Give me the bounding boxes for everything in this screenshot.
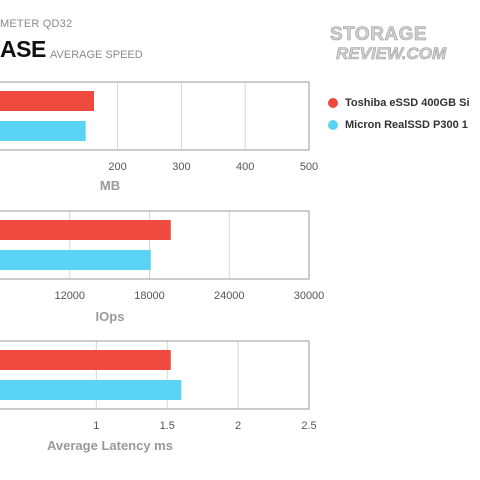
chart-metric-label: AVERAGE SPEED: [50, 49, 143, 61]
bar-2-micron: [0, 250, 151, 270]
tick-label-3: 1.5: [160, 420, 175, 432]
tick-label-2: 12000: [54, 290, 85, 302]
legend-swatch-toshiba: [328, 98, 338, 108]
tick-label-2: 30000: [294, 290, 325, 302]
chart-subtitle: METER QD32: [0, 18, 73, 30]
bar-1-toshiba: [0, 91, 94, 111]
axis-label-3: Average Latency ms: [47, 438, 173, 453]
tick-label-2: 24000: [214, 290, 245, 302]
legend-swatch-micron: [328, 120, 338, 130]
logo-line-1: STORAGE: [330, 24, 427, 45]
tick-label-1: 400: [236, 161, 254, 173]
axis-label-2: IOps: [96, 309, 125, 324]
logo-line-2: REVIEW.COM: [336, 44, 447, 63]
tick-label-1: 300: [172, 161, 190, 173]
bar-3-micron: [0, 380, 182, 400]
bar-3-toshiba: [0, 350, 171, 370]
legend-label-toshiba: Toshiba eSSD 400GB Si: [345, 97, 470, 109]
tick-label-3: 1: [93, 420, 99, 432]
bar-2-toshiba: [0, 220, 171, 240]
storage-review-logo: STORAGE REVIEW.COM: [330, 24, 447, 64]
plot-frame-3: [0, 340, 310, 410]
plot-frame-2: [0, 210, 310, 280]
axis-label-1: MB: [100, 178, 120, 193]
tick-label-1: 500: [300, 161, 318, 173]
bar-1-micron: [0, 121, 86, 141]
tick-label-3: 2.5: [301, 420, 316, 432]
chart-title: ASE: [0, 36, 46, 62]
tick-label-3: 2: [235, 420, 241, 432]
legend-label-micron: Micron RealSSD P300 1: [345, 119, 468, 131]
tick-label-1: 200: [108, 161, 126, 173]
plot-frame-1: [0, 81, 310, 151]
tick-label-2: 18000: [134, 290, 165, 302]
